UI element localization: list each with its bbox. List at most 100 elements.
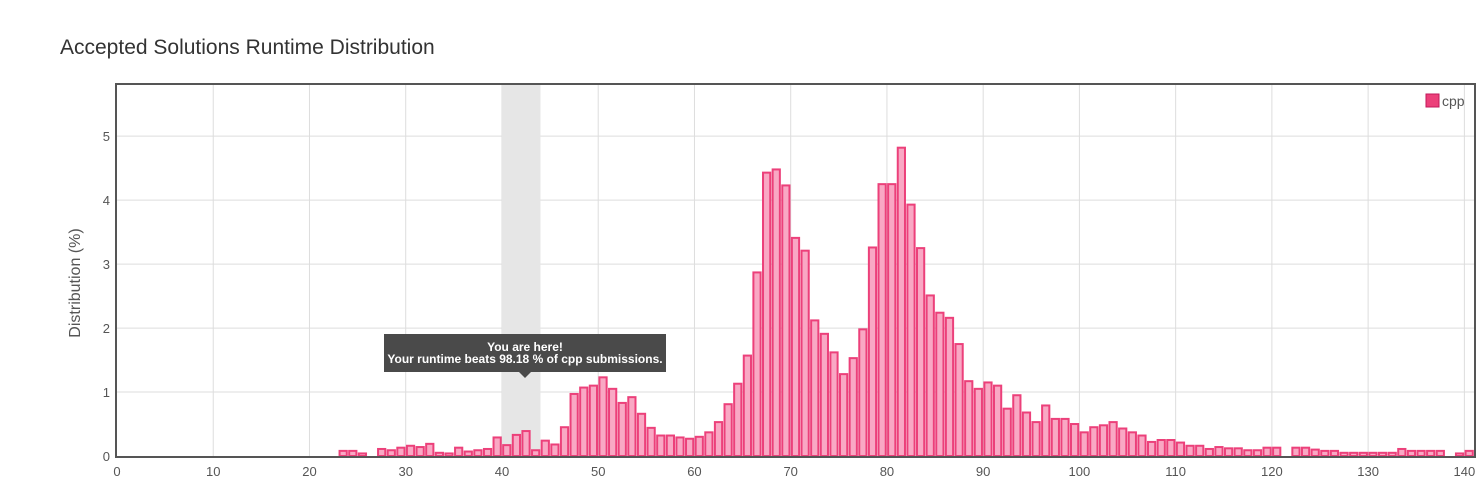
histogram-bar[interactable] [377,447,387,458]
histogram-bar[interactable] [1416,449,1426,457]
histogram-bar[interactable] [1089,426,1099,457]
histogram-bar[interactable] [1166,439,1176,457]
histogram-bar[interactable] [502,444,512,457]
histogram-bar[interactable] [733,382,743,457]
histogram-bar[interactable] [1108,421,1118,457]
histogram-bar[interactable] [1243,449,1253,457]
histogram-bar[interactable] [1233,447,1243,457]
histogram-bar[interactable] [405,444,416,457]
histogram-bar[interactable] [685,437,695,457]
histogram-bar[interactable] [1252,449,1263,457]
histogram-bar[interactable] [1454,452,1465,457]
histogram-bar[interactable] [1204,447,1214,458]
histogram-bar[interactable] [1146,440,1157,457]
histogram-bar[interactable] [1339,451,1349,458]
histogram-bar[interactable] [636,412,647,457]
histogram-bar[interactable] [829,351,839,457]
histogram-bar[interactable] [1300,446,1311,457]
histogram-bar[interactable] [492,436,502,458]
histogram-bar[interactable] [1329,449,1340,457]
histogram-bar[interactable] [752,271,762,458]
histogram-bar[interactable] [357,452,368,457]
histogram-bar[interactable] [1118,427,1128,458]
histogram-bar[interactable] [617,401,627,458]
histogram-bar[interactable] [1426,449,1436,457]
histogram-bar[interactable] [463,450,473,457]
histogram-bar[interactable] [415,446,425,458]
histogram-bar[interactable] [771,168,781,457]
histogram-bar[interactable] [916,247,926,457]
histogram-bar[interactable] [675,436,685,458]
histogram-bar[interactable] [665,434,675,458]
histogram-bar[interactable] [1002,407,1012,458]
histogram-bar[interactable] [338,449,348,457]
histogram-bar[interactable] [992,384,1003,458]
histogram-bar[interactable] [742,354,752,457]
histogram-bar[interactable] [444,452,454,457]
histogram-bar[interactable] [925,294,935,458]
histogram-bar[interactable] [588,384,599,458]
histogram-bar[interactable] [790,236,801,457]
histogram-bar[interactable] [521,430,531,457]
histogram-bar[interactable] [935,311,945,458]
histogram-bar[interactable] [1175,441,1186,457]
histogram-bar[interactable] [1069,423,1080,458]
histogram-bar[interactable] [713,421,724,457]
histogram-bar[interactable] [386,449,396,457]
histogram-bar[interactable] [1406,449,1417,457]
histogram-bar[interactable] [762,171,772,457]
legend[interactable]: cpp [1425,93,1465,109]
histogram-bar[interactable] [964,380,974,457]
histogram-bar[interactable] [646,426,656,457]
histogram-bar[interactable] [973,387,983,458]
histogram-bar[interactable] [877,183,887,457]
histogram-bar[interactable] [540,439,550,458]
histogram-bar[interactable] [1368,451,1378,458]
histogram-bar[interactable] [848,357,858,457]
histogram-bar[interactable] [819,332,829,458]
histogram-bar[interactable] [579,386,589,457]
histogram-bar[interactable] [1310,448,1320,458]
histogram-bar[interactable] [598,376,608,458]
histogram-bar[interactable] [906,203,916,457]
histogram-bar[interactable] [1272,446,1282,457]
histogram-bar[interactable] [839,373,849,458]
histogram-bar[interactable] [704,431,714,458]
histogram-bar[interactable] [887,183,897,457]
histogram-bar[interactable] [1060,417,1070,457]
histogram-bar[interactable] [1021,411,1032,457]
histogram-bar[interactable] [1214,446,1224,458]
histogram-bar[interactable] [482,447,493,458]
histogram-bar[interactable] [559,426,570,457]
histogram-bar[interactable] [1320,449,1330,457]
histogram-bar[interactable] [1435,449,1445,457]
histogram-bar[interactable] [1349,451,1359,458]
histogram-bar[interactable] [348,449,358,457]
histogram-bar[interactable] [800,249,810,457]
histogram-bar[interactable] [954,343,964,457]
histogram-bar[interactable] [627,396,637,458]
histogram-bar[interactable] [608,387,618,458]
histogram-bar[interactable] [810,319,820,457]
histogram-bar[interactable] [569,392,579,458]
histogram-bar[interactable] [656,434,666,458]
histogram-bar[interactable] [531,449,541,457]
histogram-bar[interactable] [1079,431,1089,458]
histogram-bar[interactable] [550,443,560,457]
histogram-bar[interactable] [1223,447,1234,457]
histogram-bar[interactable] [1291,446,1301,457]
histogram-bar[interactable] [434,451,445,458]
histogram-bar[interactable] [1127,431,1137,458]
histogram-bar[interactable] [858,328,868,457]
histogram-bar[interactable] [1464,449,1474,457]
histogram-bar[interactable] [1185,444,1195,457]
histogram-bar[interactable] [1041,404,1051,458]
histogram-bar[interactable] [511,433,522,458]
histogram-bar[interactable] [896,146,906,457]
histogram-bar[interactable] [1262,446,1272,457]
histogram-bar[interactable] [723,403,733,457]
histogram-bar[interactable] [944,316,955,457]
histogram-bar[interactable] [1031,421,1041,457]
histogram-bar[interactable] [983,381,993,458]
histogram-bar[interactable] [1387,451,1397,458]
